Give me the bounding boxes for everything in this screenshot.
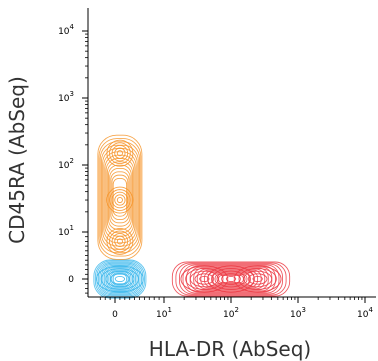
contour-peak	[96, 265, 144, 293]
contour-peak	[109, 142, 131, 165]
contour-level	[98, 138, 142, 257]
contour-level	[103, 267, 136, 291]
contour-level	[200, 269, 262, 289]
contour-peak	[180, 265, 229, 293]
contour-peak	[116, 196, 123, 204]
contour-peak	[243, 270, 273, 288]
contour-level	[112, 177, 128, 217]
contour-peak	[106, 186, 134, 214]
contour-peak	[114, 147, 126, 159]
y-tick-exponent: 3	[70, 90, 74, 98]
y-tick-exponent: 4	[70, 23, 75, 31]
x-tick-exponent: 3	[301, 306, 305, 314]
contour-level	[103, 151, 137, 244]
y-axis-title: CD45RA (AbSeq)	[5, 76, 29, 244]
contour-peak	[111, 144, 129, 162]
contour-level	[102, 266, 138, 292]
contour-layer	[93, 134, 291, 299]
y-tick-label: 104	[58, 23, 74, 37]
contour-level	[196, 268, 266, 290]
contour-level	[189, 266, 273, 292]
contour-peak	[247, 273, 268, 285]
y-tick-label: 101	[58, 224, 74, 238]
y-tick-label: 102	[58, 157, 74, 171]
contour-peak	[238, 268, 277, 290]
contour-peak	[199, 275, 210, 283]
contour-level	[175, 262, 287, 296]
x-tick-exponent: 4	[368, 306, 373, 314]
y-tick-label: 103	[58, 90, 74, 104]
contour-peak	[111, 233, 129, 250]
contour-peak	[114, 235, 126, 248]
x-tick-label: 104	[357, 306, 373, 320]
contour-peak	[216, 270, 246, 288]
contour-level	[104, 154, 136, 240]
y-tick-exponent: 2	[70, 157, 74, 165]
contour-peak	[207, 265, 255, 293]
contour-level	[99, 141, 140, 254]
contour-level	[171, 261, 291, 297]
contour-level	[110, 171, 130, 224]
population-contours	[171, 261, 291, 297]
x-tick-label: 0	[112, 310, 118, 320]
contour-peak	[225, 275, 237, 283]
x-tick-label: 103	[290, 306, 306, 320]
contour-level	[102, 148, 138, 247]
contour-peak	[106, 227, 134, 255]
x-tick-exponent: 1	[167, 306, 171, 314]
contour-peak	[116, 238, 123, 245]
contour-peak	[100, 268, 140, 290]
contour-peak	[221, 273, 241, 285]
contour-peak	[114, 275, 126, 283]
contour-peak	[189, 270, 219, 288]
contour-peak	[114, 194, 126, 206]
population-contours	[97, 134, 143, 260]
x-tick-label: 102	[223, 306, 239, 320]
contour-peak	[110, 273, 130, 285]
contour-level	[108, 164, 132, 230]
y-tick-exponent: 1	[70, 224, 74, 232]
contour-peak	[106, 139, 134, 167]
population-contours	[93, 259, 147, 299]
contour-peak	[109, 189, 131, 211]
contour-level	[111, 272, 129, 286]
contour-level	[99, 263, 141, 295]
contour-peak	[252, 275, 263, 283]
contour-level	[97, 262, 142, 296]
contour-level	[214, 273, 248, 285]
x-tick-exponent: 2	[234, 306, 238, 314]
axes	[87, 8, 376, 298]
contour-peak	[233, 265, 282, 293]
contour-peak	[105, 270, 135, 288]
contour-peak	[211, 268, 251, 290]
contour-level	[182, 264, 280, 294]
y-ticks: 0 101 102 103 104	[58, 23, 88, 294]
contour-level	[111, 174, 129, 220]
contour-level	[179, 263, 283, 295]
contour-peak	[109, 230, 131, 253]
x-ticks: 0 101 102 103 104	[99, 297, 373, 320]
y-tick-label: 0	[68, 275, 74, 285]
contour-peak	[116, 150, 123, 157]
x-tick-label: 101	[156, 306, 172, 320]
contour-level	[97, 134, 143, 260]
x-axis-title: HLA-DR (AbSeq)	[149, 337, 311, 361]
contour-level	[106, 269, 133, 289]
contour-peak	[111, 191, 129, 209]
contour-peak	[194, 273, 215, 285]
contour-peak	[185, 268, 224, 290]
